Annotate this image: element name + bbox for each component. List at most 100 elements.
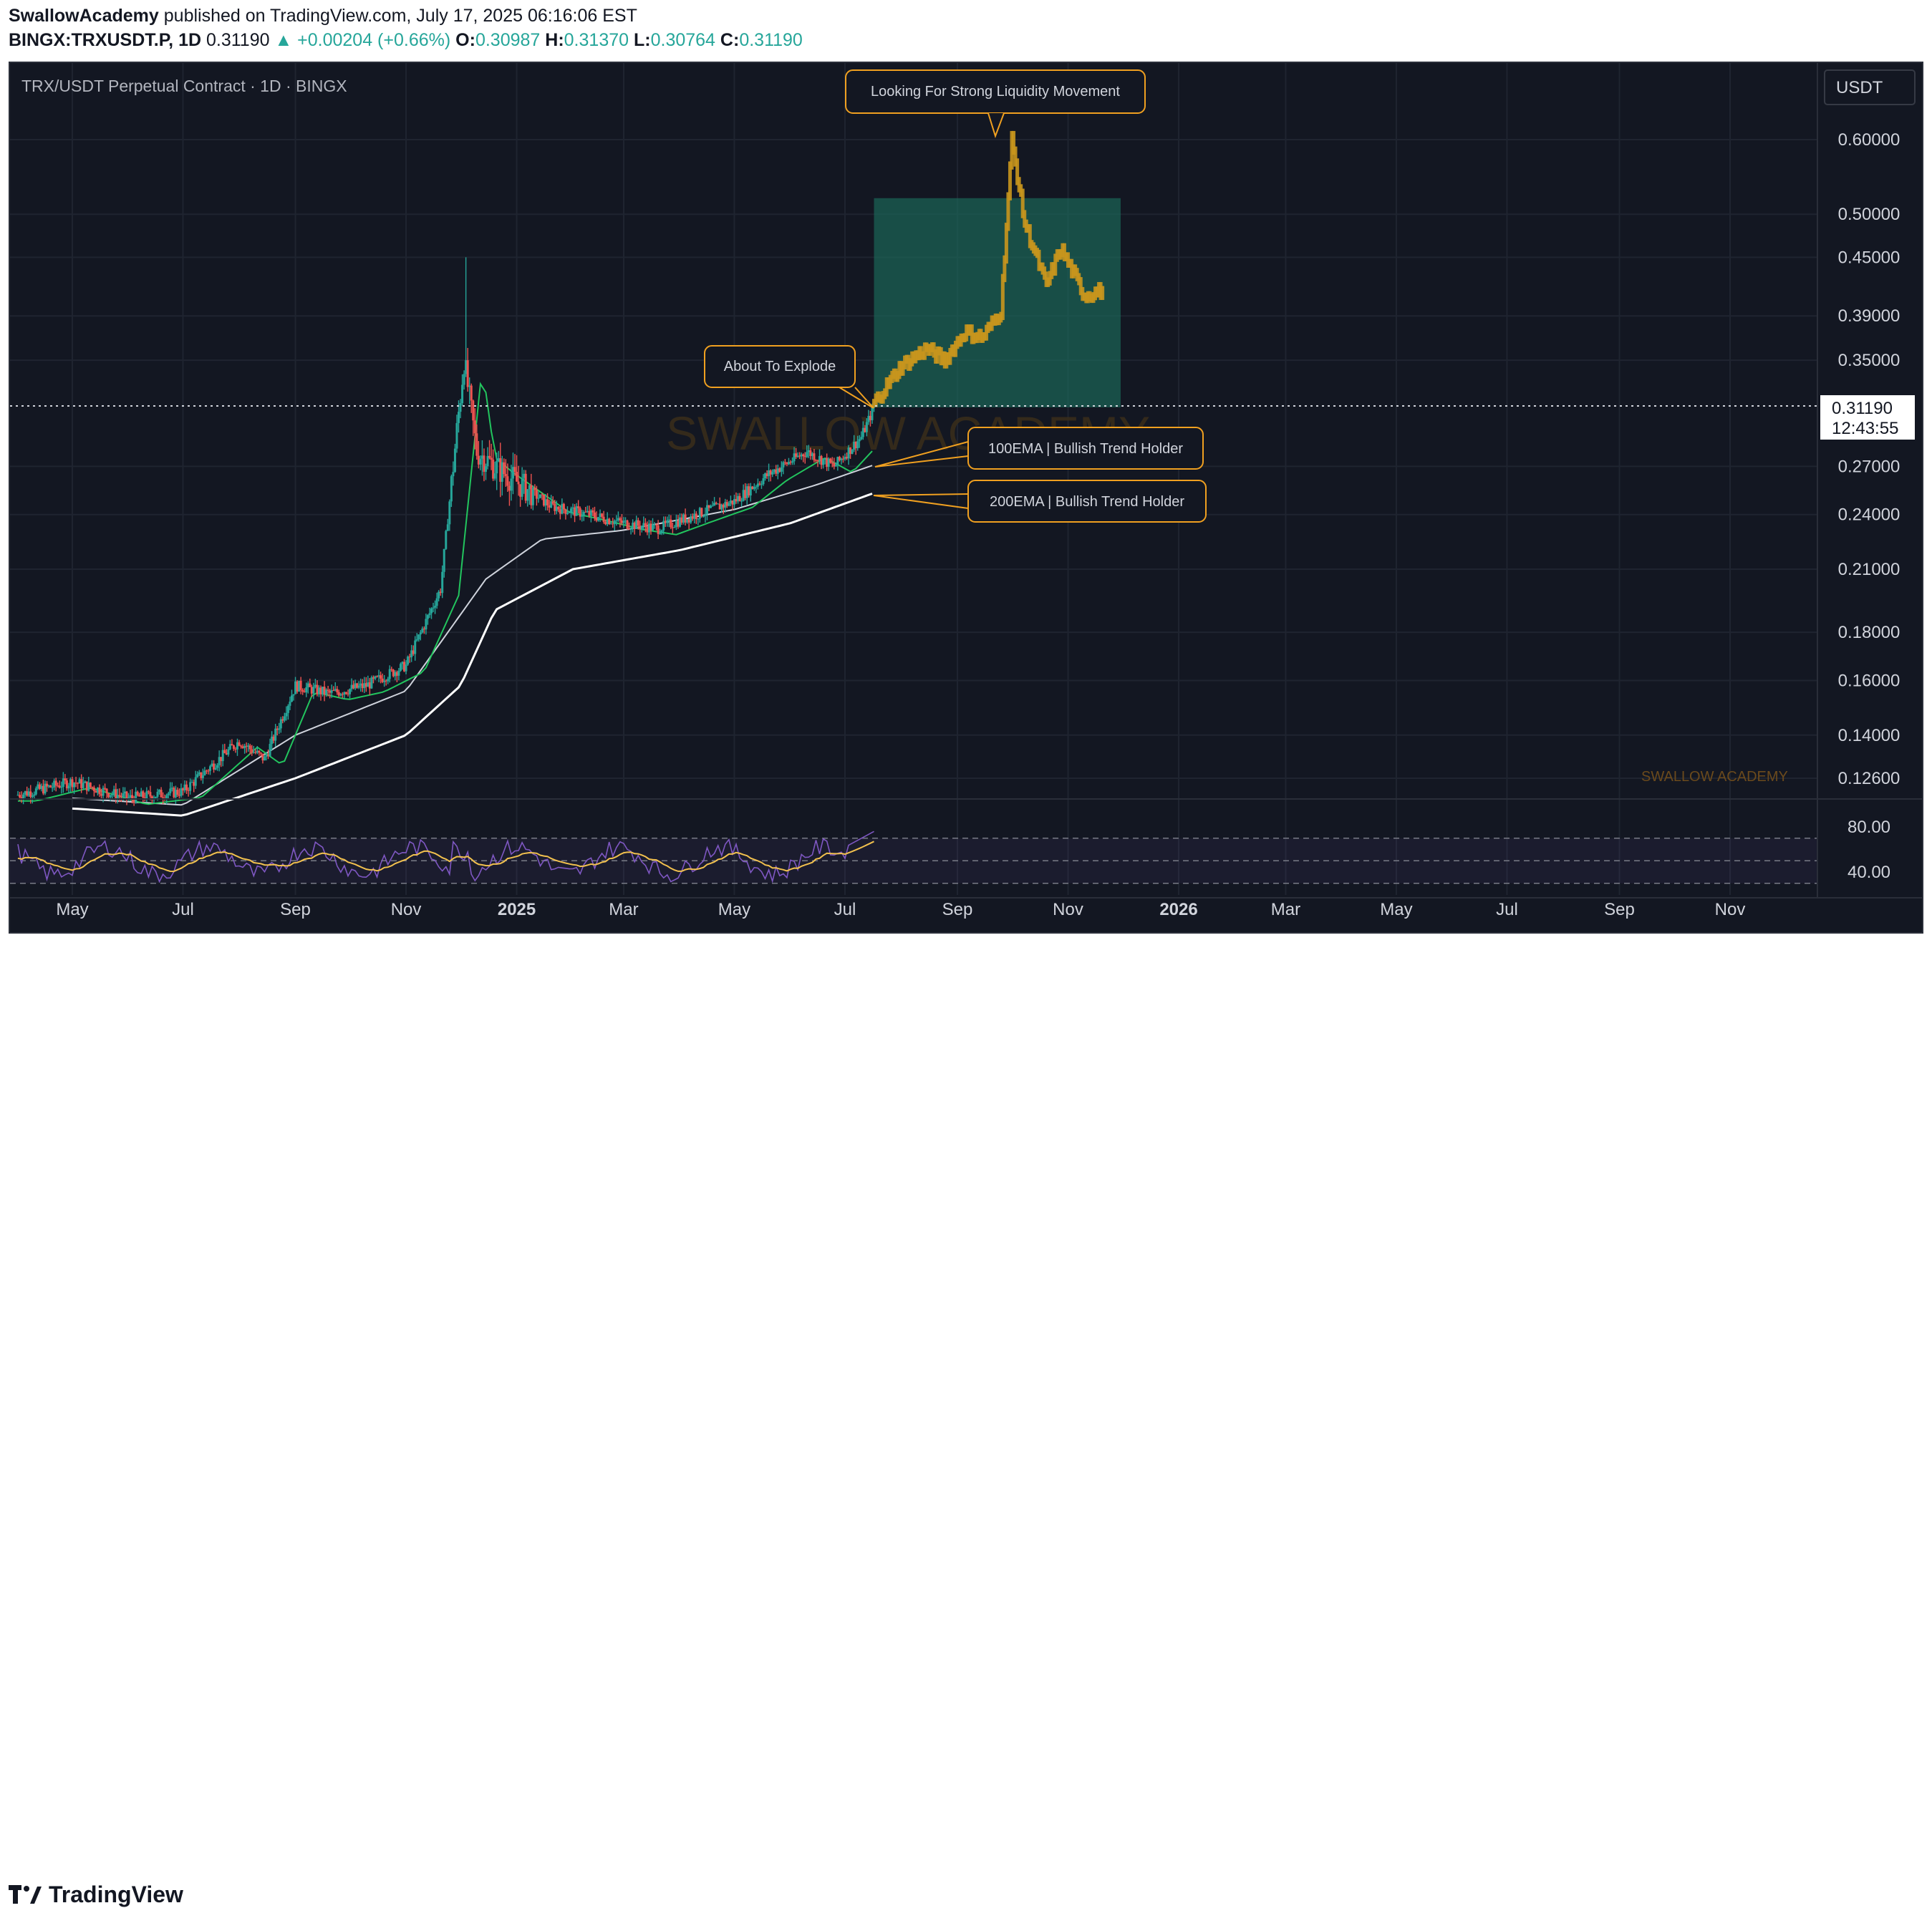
projection-candle xyxy=(1097,281,1101,298)
candle-body xyxy=(283,716,286,721)
tradingview-logo[interactable]: TradingView xyxy=(9,1882,183,1908)
projection-candle xyxy=(884,377,889,397)
candle-body xyxy=(713,503,716,506)
chart-svg[interactable]: SWALLOW ACADEMY 0.126000.140000.160000.1… xyxy=(10,63,1922,932)
currency-button-label: USDT xyxy=(1836,78,1883,97)
candle-body xyxy=(42,785,44,794)
x-tick-label: Sep xyxy=(1604,900,1635,919)
projection-candle xyxy=(928,344,932,357)
candle-body xyxy=(95,790,97,793)
candle-body xyxy=(524,473,527,501)
candle-body xyxy=(383,680,386,682)
candle-body xyxy=(690,516,692,523)
candle-body xyxy=(834,465,837,467)
candle-body xyxy=(349,689,352,694)
candle-body xyxy=(317,687,320,694)
candle-body xyxy=(135,791,137,803)
candle-body xyxy=(775,469,778,474)
candle-body xyxy=(548,505,551,508)
ema200-line xyxy=(72,493,873,817)
currency-button[interactable]: USDT xyxy=(1824,69,1916,105)
projection-candle xyxy=(959,333,963,347)
candle-body xyxy=(312,687,315,694)
candle-body xyxy=(407,657,410,665)
candle-body xyxy=(258,750,261,753)
candle-body xyxy=(247,745,250,747)
candle-body xyxy=(26,791,29,796)
annotation-explode[interactable]: About To Explode xyxy=(704,345,874,409)
chart-title: TRX/USDT Perpetual Contract · 1D · BINGX xyxy=(21,77,347,95)
candle-body xyxy=(561,503,564,514)
projection-candle xyxy=(919,346,923,360)
y-tick-label: 0.14000 xyxy=(1838,726,1900,745)
candle-body xyxy=(760,484,763,485)
candle-body xyxy=(234,748,237,750)
projection-candle xyxy=(968,324,972,336)
candle-body xyxy=(92,788,95,791)
candle-body xyxy=(47,785,50,787)
candle-body xyxy=(261,753,264,761)
candle-body xyxy=(414,640,417,654)
candle-body xyxy=(869,415,871,420)
candle-body xyxy=(782,462,785,468)
close-label: C: xyxy=(720,30,740,50)
annotation-ema100[interactable]: 100EMA | Bullish Trend Holder xyxy=(874,427,1204,470)
y-tick-label: 0.18000 xyxy=(1838,623,1900,642)
candle-body xyxy=(586,510,589,513)
chart-area[interactable]: SWALLOW ACADEMY 0.12600 0.14000 0.16000 0.1… xyxy=(9,62,1923,934)
candle-body xyxy=(417,634,420,639)
candle-body xyxy=(453,448,456,473)
candle-body xyxy=(756,483,759,487)
candle-body xyxy=(441,571,444,594)
candle-body xyxy=(595,517,598,521)
candle-body xyxy=(272,736,275,741)
projection-candle xyxy=(1075,268,1079,281)
candle-body xyxy=(764,473,767,479)
candle-body xyxy=(87,783,90,791)
candle-body xyxy=(687,519,690,523)
candle-body xyxy=(65,780,68,789)
candle-body xyxy=(194,777,197,786)
candle-body xyxy=(214,767,217,770)
projection-candle xyxy=(1012,130,1016,155)
projection-candle xyxy=(973,332,977,344)
candle-body xyxy=(820,455,823,465)
candle-body xyxy=(786,463,788,465)
candle-body xyxy=(356,683,359,688)
candle-body xyxy=(601,513,604,517)
projection-candle xyxy=(946,352,950,365)
candle-body xyxy=(871,407,874,420)
candle-body xyxy=(299,680,302,690)
candle-body xyxy=(290,695,293,702)
projection-candle xyxy=(957,336,962,347)
candle-body xyxy=(537,498,540,499)
candle-body xyxy=(818,455,821,461)
candle-body xyxy=(189,782,192,791)
candle-body xyxy=(744,490,747,498)
candle-body xyxy=(710,505,713,508)
annotation-liquidity[interactable]: Looking For Strong Liquidity Movement xyxy=(845,69,1146,139)
candle-body xyxy=(649,523,652,531)
candle-body xyxy=(392,669,395,677)
candle-body xyxy=(149,792,152,797)
projection-candle xyxy=(1050,262,1054,279)
candle-body xyxy=(796,455,799,457)
annotation-ema200[interactable]: 200EMA | Bullish Trend Holder xyxy=(873,480,1207,523)
candle-body xyxy=(131,795,134,799)
candle-body xyxy=(526,489,529,501)
candle-body xyxy=(615,520,618,521)
candle-body xyxy=(271,736,274,745)
candle-body xyxy=(475,433,478,456)
candle-body xyxy=(557,506,560,510)
candle-body xyxy=(867,415,870,422)
candle-body xyxy=(370,677,373,689)
candle-body xyxy=(381,678,384,682)
author-name[interactable]: SwallowAcademy xyxy=(9,6,159,26)
x-tick-label: Sep xyxy=(942,900,973,919)
candle-body xyxy=(160,790,163,798)
candle-body xyxy=(428,613,431,616)
candle-body xyxy=(749,486,752,496)
candle-body xyxy=(531,488,534,505)
projection-candle xyxy=(1082,292,1086,301)
candle-body xyxy=(461,384,464,403)
